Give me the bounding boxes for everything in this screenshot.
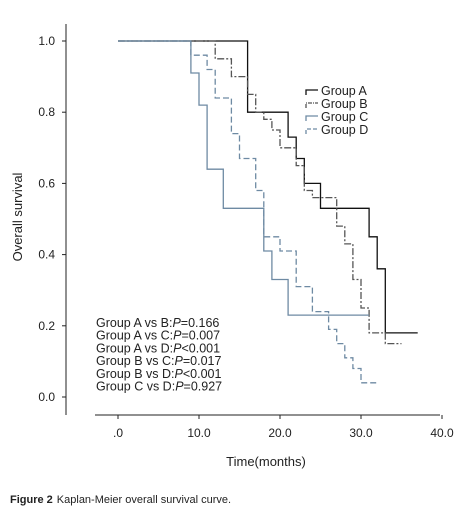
p-symbol: P <box>173 329 182 343</box>
p-value-annotation: Group B vs D:P<0.001 <box>96 367 221 381</box>
survival-curve-group-a <box>118 40 418 334</box>
comparison-label: Group B vs C: <box>96 354 175 368</box>
p-symbol: P <box>175 367 184 381</box>
y-tick-label: 0.4 <box>38 248 55 262</box>
survival-curve-group-c <box>118 40 370 316</box>
comparison-label: Group A vs D: <box>96 341 173 355</box>
legend-swatch <box>305 115 318 121</box>
x-axis-label: Time(months) <box>226 454 306 469</box>
y-tick-label: 0.8 <box>38 105 55 119</box>
p-value: =0.017 <box>183 354 222 368</box>
x-tick-label: 40.0 <box>430 426 454 440</box>
y-tick-label: 0.0 <box>38 390 55 404</box>
figure-caption: Figure 2 Kaplan-Meier overall survival cu… <box>10 494 231 506</box>
plot-frame <box>65 24 440 416</box>
p-value-annotation: Group A vs D:P<0.001 <box>96 341 220 355</box>
legend-swatch <box>305 128 318 134</box>
survival-chart: 0.0 0.2 0.4 0.6 0.8 1.0 .0 10.0 20.0 30.0 40.0 Gr… <box>10 24 454 469</box>
survival-curve-group-d <box>118 40 378 384</box>
p-value: =0.927 <box>184 380 223 394</box>
p-value-annotation: Group C vs D:P=0.927 <box>96 380 222 394</box>
x-tick-label: 20.0 <box>268 426 292 440</box>
p-value: =0.166 <box>181 316 220 330</box>
x-tick-label: 10.0 <box>187 426 211 440</box>
comparison-label: Group A vs C: <box>96 329 173 343</box>
legend-swatch <box>305 89 318 95</box>
p-value-annotation: Group B vs C:P=0.017 <box>96 354 221 368</box>
y-tick-label: 0.2 <box>38 319 55 333</box>
legend-label: Group A <box>321 84 368 98</box>
legend-label: Group B <box>321 97 368 111</box>
survival-curve-group-b <box>118 40 402 345</box>
p-value-annotation: Group A vs C:P=0.007 <box>96 329 220 343</box>
y-tick-label: 0.6 <box>38 176 55 190</box>
survival-curves <box>118 40 418 384</box>
p-symbol: P <box>173 341 182 355</box>
p-symbol: P <box>172 316 181 330</box>
p-symbol: P <box>175 380 184 394</box>
legend-label: Group D <box>321 123 368 137</box>
p-value: =0.007 <box>181 329 220 343</box>
comparison-label: Group B vs D: <box>96 367 175 381</box>
y-tick-label: 1.0 <box>38 34 55 48</box>
legend-label: Group C <box>321 110 368 124</box>
comparison-label: Group C vs D: <box>96 380 175 394</box>
x-tick-label: 30.0 <box>349 426 373 440</box>
caption-text: Kaplan-Meier overall survival curve. <box>56 494 232 506</box>
x-tick-label: .0 <box>113 426 123 440</box>
p-value-annotation: Group A vs B:P=0.166 <box>96 316 219 330</box>
y-axis-label: Overall survival <box>10 172 25 261</box>
p-value: <0.001 <box>181 341 220 355</box>
p-symbol: P <box>175 354 184 368</box>
legend-swatch <box>305 102 318 108</box>
x-axis-ticks: .0 10.0 20.0 30.0 40.0 <box>113 415 454 440</box>
p-value: <0.001 <box>183 367 222 381</box>
y-axis-ticks: 0.0 0.2 0.4 0.6 0.8 1.0 <box>38 34 66 404</box>
caption-label: Figure 2 <box>10 494 53 506</box>
comparison-label: Group A vs B: <box>96 316 172 330</box>
